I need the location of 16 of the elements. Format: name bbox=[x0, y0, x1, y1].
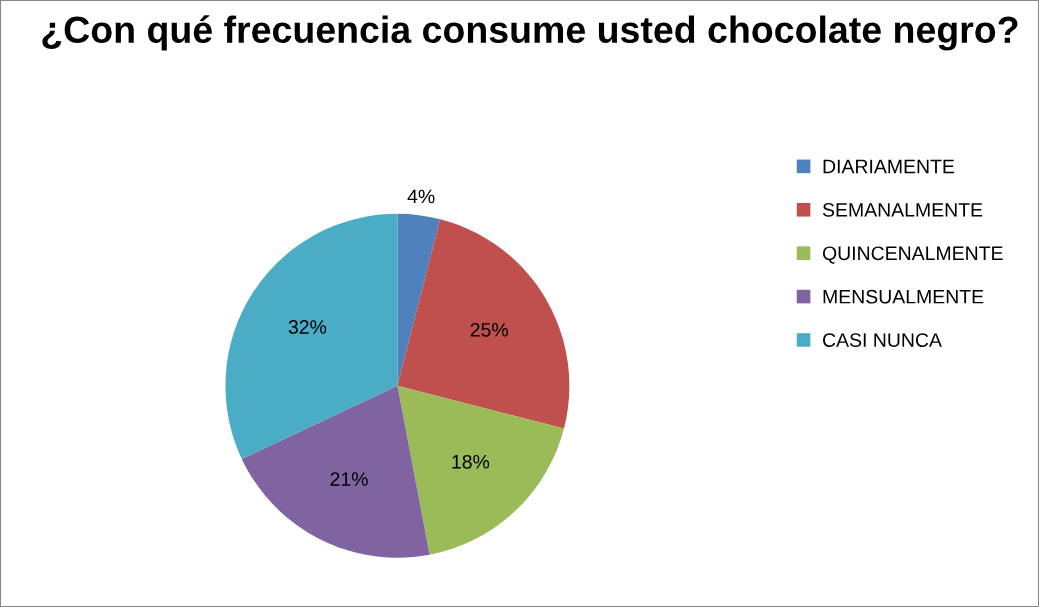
pie-slice bbox=[397, 385, 564, 555]
legend-label: MENSUALMENTE bbox=[823, 289, 984, 304]
pie-slice bbox=[397, 219, 570, 429]
legend-label: SEMANALMENTE bbox=[822, 202, 983, 217]
pie-slice bbox=[397, 213, 441, 386]
pie-slice bbox=[225, 213, 398, 459]
data-label: 4% bbox=[407, 189, 435, 204]
pie-slice bbox=[241, 385, 430, 558]
data-label: 21% bbox=[330, 472, 368, 486]
data-label: 25% bbox=[470, 322, 508, 337]
data-label: 18% bbox=[452, 454, 490, 469]
chart-title: ¿Con qué frecuencia consume usted chocolate negro? bbox=[42, 15, 1018, 51]
legend-label: CASI NUNCA bbox=[823, 333, 942, 347]
data-label: 32% bbox=[288, 320, 327, 334]
legend-label: DIARIAMENTE bbox=[823, 159, 955, 174]
legend-label: QUINCENALMENTE bbox=[822, 246, 1003, 264]
